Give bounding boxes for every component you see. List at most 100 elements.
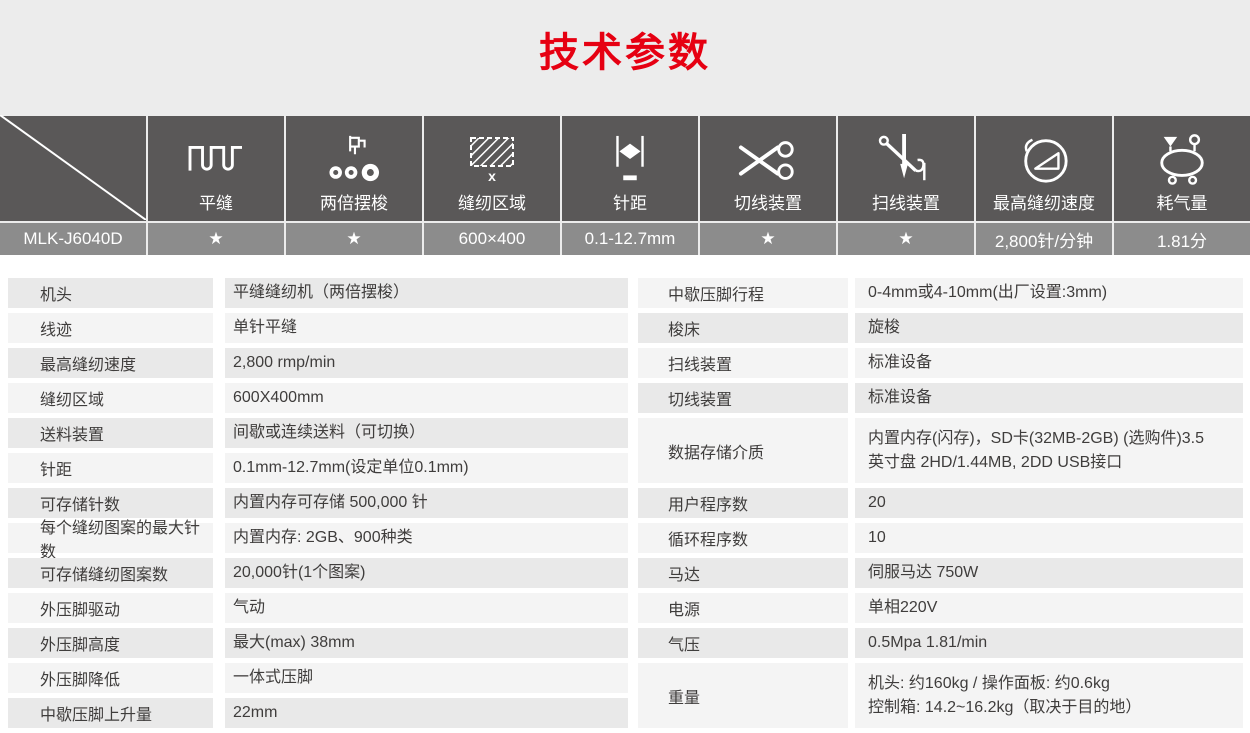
- spec-label: 重量: [638, 663, 848, 728]
- header-column-3: x 缝纫区域 600×400: [424, 116, 560, 255]
- spec-row: 重量 机头: 约160kg / 操作面板: 约0.6kg 控制箱: 14.2~16.…: [638, 663, 1243, 728]
- double-shuttle-icon: [323, 134, 385, 186]
- spec-row: 可存储缝纫图案数 20,000针(1个图案): [8, 558, 628, 588]
- spec-row: 最高缝纫速度 2,800 rmp/min: [8, 348, 628, 378]
- spec-label: 切线装置: [638, 383, 848, 413]
- header-column-value: 0.1-12.7mm: [562, 223, 698, 255]
- spec-label: 用户程序数: [638, 488, 848, 518]
- header-column-label: 耗气量: [1156, 194, 1208, 213]
- header-column-5: 切线装置 ★: [700, 116, 836, 255]
- spec-value: 20: [855, 488, 1243, 518]
- spec-value: 0.5Mpa 1.81/min: [855, 628, 1243, 658]
- spec-label: 电源: [638, 593, 848, 623]
- spec-value: 平缝缝纫机（两倍摆梭）: [225, 278, 628, 308]
- header-column-label: 切线装置: [734, 194, 802, 213]
- sewing-area-icon: x: [460, 136, 524, 186]
- spec-label: 扫线装置: [638, 348, 848, 378]
- spec-label: 机头: [8, 278, 213, 308]
- spec-row: 外压脚高度 最大(max) 38mm: [8, 628, 628, 658]
- spec-value: 20,000针(1个图案): [225, 558, 628, 588]
- spec-table-left-column: 机头 平缝缝纫机（两倍摆梭） 线迹 单针平缝 最高缝纫速度 2,800 rmp/min 缝纫…: [8, 278, 628, 733]
- header-column-label: 最高缝纫速度: [993, 194, 1095, 213]
- spec-value: 间歇或连续送料（可切换）: [225, 418, 628, 448]
- header-column-label: 缝纫区域: [458, 194, 526, 213]
- spec-row: 数据存储介质 内置内存(闪存)，SD卡(32MB-2GB) (选购件)3.5 英寸盘…: [638, 418, 1243, 483]
- spec-row: 切线装置 标准设备: [638, 383, 1243, 413]
- thread-wiper-icon: [875, 134, 937, 186]
- spec-row: 送料装置 间歇或连续送料（可切换）: [8, 418, 628, 448]
- svg-text:x: x: [488, 168, 496, 184]
- spec-row: 气压 0.5Mpa 1.81/min: [638, 628, 1243, 658]
- header-icon-cell: 切线装置: [700, 116, 836, 221]
- spec-value: 旋梭: [855, 313, 1243, 343]
- model-label: MLK-J6040D: [0, 223, 146, 255]
- spec-label: 最高缝纫速度: [8, 348, 213, 378]
- spec-row: 机头 平缝缝纫机（两倍摆梭）: [8, 278, 628, 308]
- spec-row: 扫线装置 标准设备: [638, 348, 1243, 378]
- header-column-value: ★: [700, 223, 836, 255]
- header-column-1: 平缝 ★: [148, 116, 284, 255]
- spec-value: 伺服马达 750W: [855, 558, 1243, 588]
- stitch-length-icon: [599, 134, 661, 186]
- spec-label: 缝纫区域: [8, 383, 213, 413]
- spec-value: 22mm: [225, 698, 628, 728]
- spec-value: 气动: [225, 593, 628, 623]
- title-bar: 技术参数: [0, 0, 1250, 116]
- spec-value: 标准设备: [855, 348, 1243, 378]
- spec-label: 马达: [638, 558, 848, 588]
- header-icon-cell: 针距: [562, 116, 698, 221]
- spec-row: 循环程序数 10: [638, 523, 1243, 553]
- spec-value: 单相220V: [855, 593, 1243, 623]
- spec-label: 送料装置: [8, 418, 213, 448]
- header-column-value: ★: [148, 223, 284, 255]
- spec-value-line: 控制箱: 14.2~16.2kg（取决于目的地）: [868, 698, 1142, 716]
- spec-label: 中歇压脚行程: [638, 278, 848, 308]
- header-column-label: 两倍摆梭: [320, 194, 388, 213]
- spec-value: 600X400mm: [225, 383, 628, 413]
- spec-row: 缝纫区域 600X400mm: [8, 383, 628, 413]
- max-speed-icon: [1013, 134, 1075, 186]
- spec-label: 可存储缝纫图案数: [8, 558, 213, 588]
- spec-row: 中歇压脚上升量 22mm: [8, 698, 628, 728]
- spec-label: 循环程序数: [638, 523, 848, 553]
- spec-label: 可存储针数: [8, 488, 213, 518]
- header-icon-cell: 扫线装置: [838, 116, 974, 221]
- header-column-label: 针距: [613, 194, 647, 213]
- spec-label: 外压脚高度: [8, 628, 213, 658]
- header-column-value: ★: [286, 223, 422, 255]
- spec-row: 线迹 单针平缝: [8, 313, 628, 343]
- header-icon-cell: 耗气量: [1114, 116, 1250, 221]
- spec-value: 单针平缝: [225, 313, 628, 343]
- spec-label: 线迹: [8, 313, 213, 343]
- spec-label: 梭床: [638, 313, 848, 343]
- spec-row: 每个缝纫图案的最大针数 内置内存: 2GB、900种类: [8, 520, 628, 561]
- spec-value: 标准设备: [855, 383, 1243, 413]
- spec-table: 机头 平缝缝纫机（两倍摆梭） 线迹 单针平缝 最高缝纫速度 2,800 rmp/min 缝纫…: [0, 255, 1250, 731]
- spec-row: 电源 单相220V: [638, 593, 1243, 623]
- spec-row: 外压脚降低 一体式压脚: [8, 663, 628, 693]
- spec-value: 一体式压脚: [225, 663, 628, 693]
- spec-label: 数据存储介质: [638, 418, 848, 483]
- spec-value-line: 机头: 约160kg / 操作面板: 约0.6kg: [868, 674, 1110, 692]
- flat-seam-icon: [185, 134, 247, 186]
- spec-row: 可存储针数 内置内存可存储 500,000 针: [8, 488, 628, 518]
- header-column-8: 耗气量 1.81分: [1114, 116, 1250, 255]
- header-icon-cell: 两倍摆梭: [286, 116, 422, 221]
- spec-value: 机头: 约160kg / 操作面板: 约0.6kg 控制箱: 14.2~16.2k…: [855, 663, 1243, 728]
- header-column-6: 扫线装置 ★: [838, 116, 974, 255]
- spec-label: 外压脚降低: [8, 663, 213, 693]
- air-consumption-icon: [1151, 132, 1213, 186]
- spec-value: 内置内存可存储 500,000 针: [225, 488, 628, 518]
- spec-row: 马达 伺服马达 750W: [638, 558, 1243, 588]
- header-icon-cell: 平缝: [148, 116, 284, 221]
- spec-value: 0-4mm或4-10mm(出厂设置:3mm): [855, 278, 1243, 308]
- spec-value: 0.1mm-12.7mm(设定单位0.1mm): [225, 453, 628, 483]
- spec-label: 每个缝纫图案的最大针数: [8, 520, 213, 561]
- thread-trimmer-icon: [737, 138, 799, 186]
- spec-row: 针距 0.1mm-12.7mm(设定单位0.1mm): [8, 453, 628, 483]
- spec-value: 内置内存(闪存)，SD卡(32MB-2GB) (选购件)3.5 英寸盘 2HD/1…: [855, 418, 1243, 483]
- spec-row: 用户程序数 20: [638, 488, 1243, 518]
- spec-row: 中歇压脚行程 0-4mm或4-10mm(出厂设置:3mm): [638, 278, 1243, 308]
- header-column-2: 两倍摆梭 ★: [286, 116, 422, 255]
